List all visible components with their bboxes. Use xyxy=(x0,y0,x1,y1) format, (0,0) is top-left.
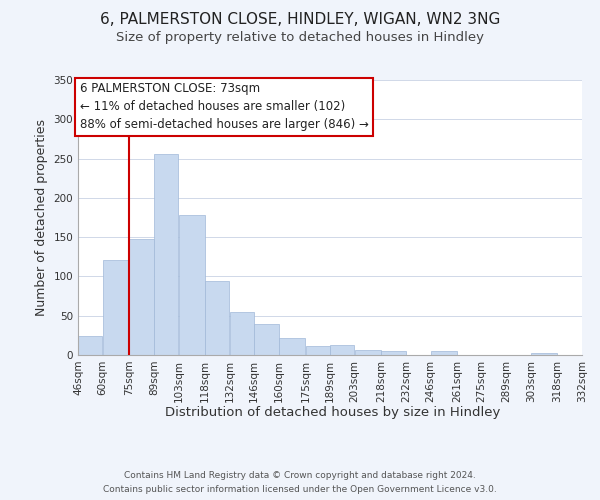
Bar xyxy=(279,338,305,355)
Bar xyxy=(205,281,229,355)
Bar xyxy=(103,260,129,355)
Text: 6, PALMERSTON CLOSE, HINDLEY, WIGAN, WN2 3NG: 6, PALMERSTON CLOSE, HINDLEY, WIGAN, WN2… xyxy=(100,12,500,28)
Bar xyxy=(382,351,406,355)
Text: Distribution of detached houses by size in Hindley: Distribution of detached houses by size … xyxy=(166,406,500,419)
Bar xyxy=(355,350,381,355)
Text: 6 PALMERSTON CLOSE: 73sqm
← 11% of detached houses are smaller (102)
88% of semi: 6 PALMERSTON CLOSE: 73sqm ← 11% of detac… xyxy=(80,82,368,132)
Bar xyxy=(330,345,355,355)
Bar xyxy=(154,154,178,355)
Bar xyxy=(78,336,103,355)
Bar xyxy=(305,346,330,355)
Bar xyxy=(531,354,557,355)
Y-axis label: Number of detached properties: Number of detached properties xyxy=(35,119,48,316)
Bar xyxy=(230,312,254,355)
Text: Contains public sector information licensed under the Open Government Licence v3: Contains public sector information licen… xyxy=(103,484,497,494)
Bar xyxy=(179,215,205,355)
Bar xyxy=(431,351,457,355)
Text: Contains HM Land Registry data © Crown copyright and database right 2024.: Contains HM Land Registry data © Crown c… xyxy=(124,472,476,480)
Bar xyxy=(254,324,278,355)
Bar xyxy=(130,238,154,355)
Text: Size of property relative to detached houses in Hindley: Size of property relative to detached ho… xyxy=(116,31,484,44)
